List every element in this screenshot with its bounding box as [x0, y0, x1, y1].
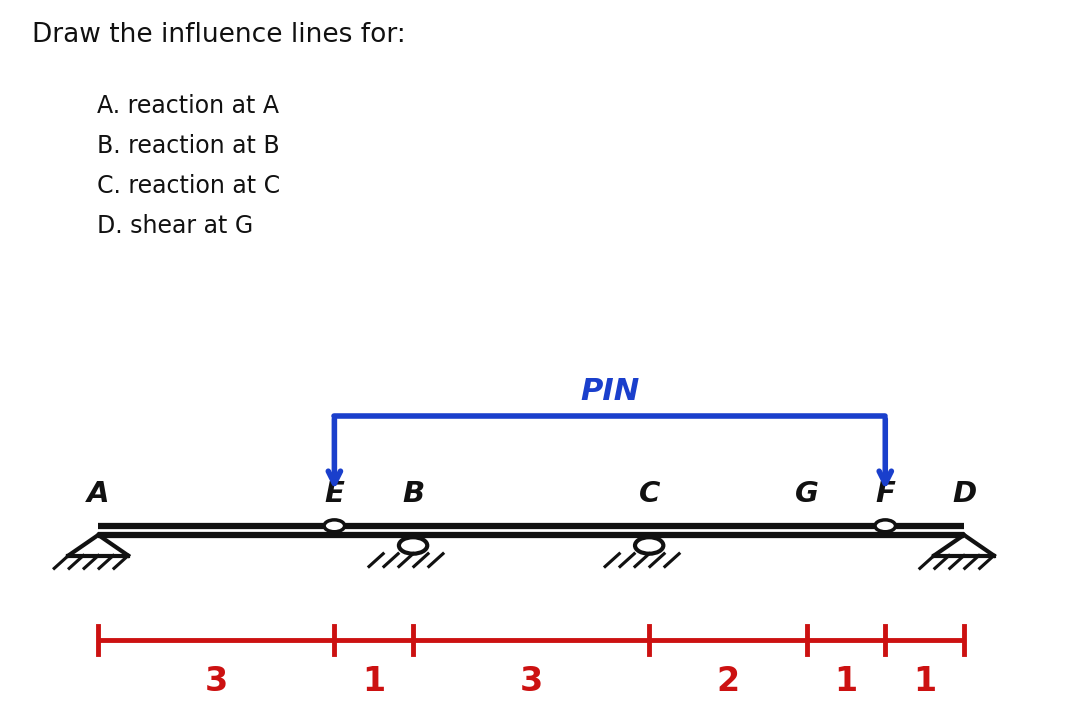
Text: 3: 3	[519, 665, 543, 698]
Text: B: B	[402, 481, 424, 508]
Text: D. shear at G: D. shear at G	[97, 214, 254, 238]
Text: E: E	[324, 481, 345, 508]
Text: C: C	[638, 481, 660, 508]
Text: G: G	[795, 481, 819, 508]
Circle shape	[635, 537, 663, 554]
Text: B. reaction at B: B. reaction at B	[97, 134, 280, 158]
Text: A: A	[87, 481, 109, 508]
Circle shape	[875, 520, 895, 531]
Circle shape	[399, 537, 428, 554]
Text: D: D	[951, 481, 976, 508]
Text: PIN: PIN	[580, 377, 639, 406]
Text: 1: 1	[913, 665, 936, 698]
Text: C. reaction at C: C. reaction at C	[97, 174, 281, 198]
Text: 1: 1	[835, 665, 858, 698]
Circle shape	[324, 520, 345, 531]
Text: 1: 1	[362, 665, 386, 698]
Text: F: F	[875, 481, 895, 508]
Text: A. reaction at A: A. reaction at A	[97, 94, 280, 118]
Text: 3: 3	[205, 665, 228, 698]
Text: 2: 2	[716, 665, 740, 698]
Text: Draw the influence lines for:: Draw the influence lines for:	[32, 22, 406, 48]
